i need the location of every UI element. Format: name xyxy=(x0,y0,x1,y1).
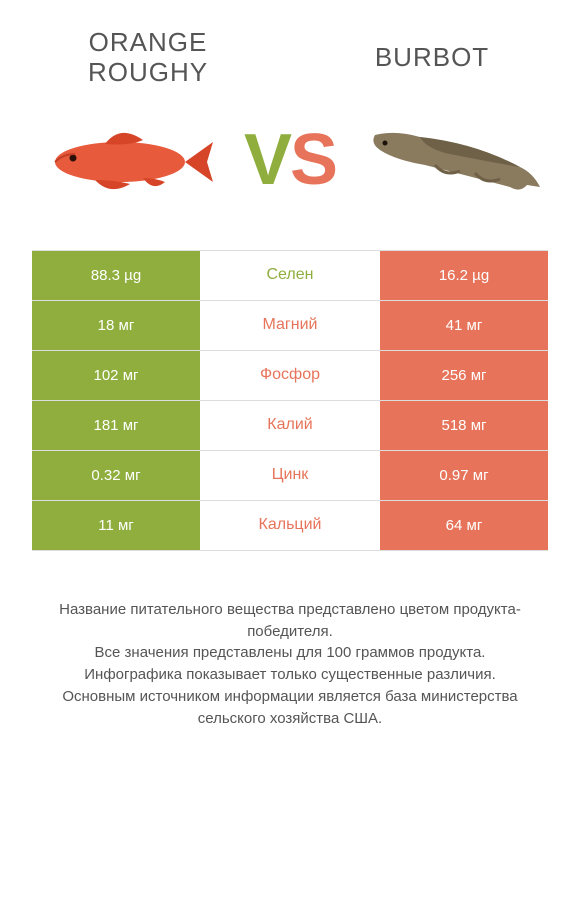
left-value: 18 мг xyxy=(32,301,200,350)
nutrient-name: Селен xyxy=(200,251,380,300)
left-value: 0.32 мг xyxy=(32,451,200,500)
right-value: 41 мг xyxy=(380,301,548,350)
table-row: 181 мгКалий518 мг xyxy=(32,400,548,450)
nutrient-name: Кальций xyxy=(200,501,380,550)
table-row: 88.3 µgСелен16.2 µg xyxy=(32,250,548,300)
vs-row: VS xyxy=(0,100,580,250)
left-product-image xyxy=(30,100,220,220)
nutrient-name: Цинк xyxy=(200,451,380,500)
table-row: 102 мгФосфор256 мг xyxy=(32,350,548,400)
footnote-text: Название питательного вещества представл… xyxy=(30,599,550,730)
right-product-title: Burbot xyxy=(332,28,532,88)
nutrient-name: Магний xyxy=(200,301,380,350)
vs-label: VS xyxy=(244,119,336,201)
fish-icon xyxy=(365,115,545,205)
fish-icon xyxy=(35,120,215,200)
right-value: 16.2 µg xyxy=(380,251,548,300)
left-value: 102 мг xyxy=(32,351,200,400)
vs-v-letter: V xyxy=(244,120,290,200)
table-row: 11 мгКальций64 мг xyxy=(32,500,548,550)
left-value: 88.3 µg xyxy=(32,251,200,300)
left-product-title: Orange roughy xyxy=(48,28,248,88)
table-row: 18 мгМагний41 мг xyxy=(32,300,548,350)
right-value: 518 мг xyxy=(380,401,548,450)
nutrient-name: Калий xyxy=(200,401,380,450)
nutrient-name: Фосфор xyxy=(200,351,380,400)
header: Orange roughy Burbot xyxy=(0,0,580,100)
right-value: 64 мг xyxy=(380,501,548,550)
left-value: 181 мг xyxy=(32,401,200,450)
right-value: 0.97 мг xyxy=(380,451,548,500)
vs-s-letter: S xyxy=(290,120,336,200)
left-value: 11 мг xyxy=(32,501,200,550)
comparison-table: 88.3 µgСелен16.2 µg18 мгМагний41 мг102 м… xyxy=(32,250,548,551)
right-value: 256 мг xyxy=(380,351,548,400)
table-row: 0.32 мгЦинк0.97 мг xyxy=(32,450,548,500)
right-product-image xyxy=(360,100,550,220)
